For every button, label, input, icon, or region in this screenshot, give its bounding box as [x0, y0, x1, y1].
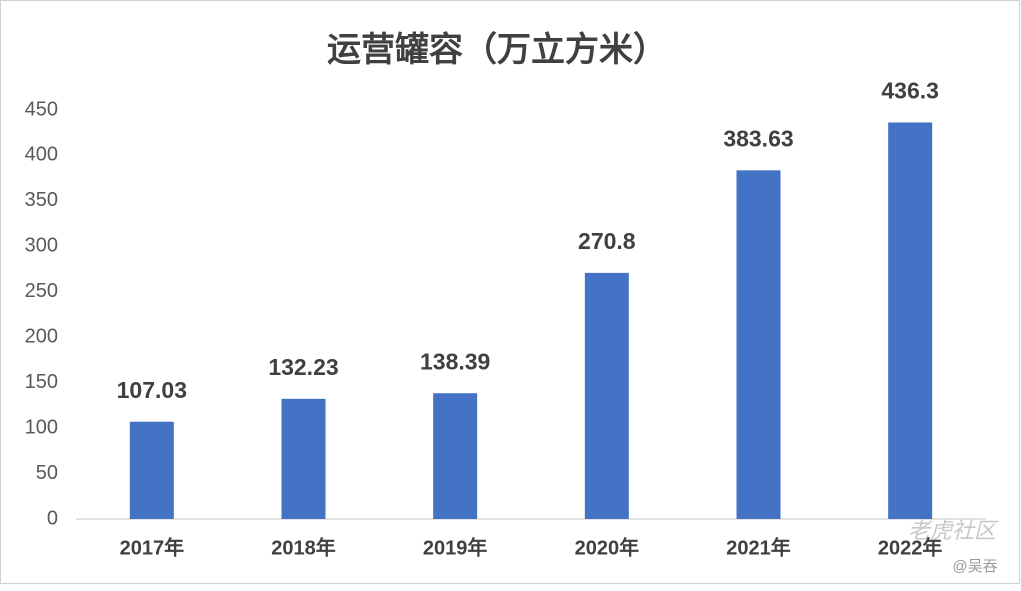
y-tick-label: 0 — [47, 507, 58, 529]
bar — [584, 272, 629, 519]
data-label: 436.3 — [881, 78, 939, 104]
bar — [129, 421, 174, 519]
bar — [888, 122, 933, 519]
watermark-brand: 老虎社区 — [908, 518, 999, 543]
x-tick-label: 2020年 — [575, 535, 640, 559]
x-tick-label: 2021年 — [726, 535, 791, 559]
data-label: 132.23 — [268, 354, 338, 380]
x-tick-label: 2018年 — [271, 535, 336, 559]
x-tick-label: 2019年 — [423, 535, 488, 559]
y-tick-label: 150 — [25, 371, 58, 393]
y-tick-label: 100 — [25, 416, 58, 438]
bar — [433, 393, 478, 519]
x-tick-label: 2022年 — [878, 535, 943, 559]
y-tick-label: 400 — [25, 144, 58, 166]
chart-title: 运营罐容（万立方米） — [327, 30, 667, 69]
data-label: 383.63 — [723, 125, 793, 151]
watermark-author: @吴吞 — [952, 558, 997, 575]
y-tick-label: 350 — [25, 189, 58, 211]
y-tick-label: 200 — [25, 326, 58, 348]
x-tick-label: 2017年 — [120, 535, 185, 559]
y-tick-label: 300 — [25, 235, 58, 257]
bar — [281, 398, 326, 519]
y-tick-label: 450 — [25, 98, 58, 120]
data-label: 138.39 — [420, 348, 490, 374]
data-label: 107.03 — [117, 377, 187, 403]
y-tick-label: 50 — [36, 462, 58, 484]
y-tick-label: 250 — [25, 280, 58, 302]
data-label: 270.8 — [578, 228, 636, 254]
bar — [736, 170, 781, 520]
